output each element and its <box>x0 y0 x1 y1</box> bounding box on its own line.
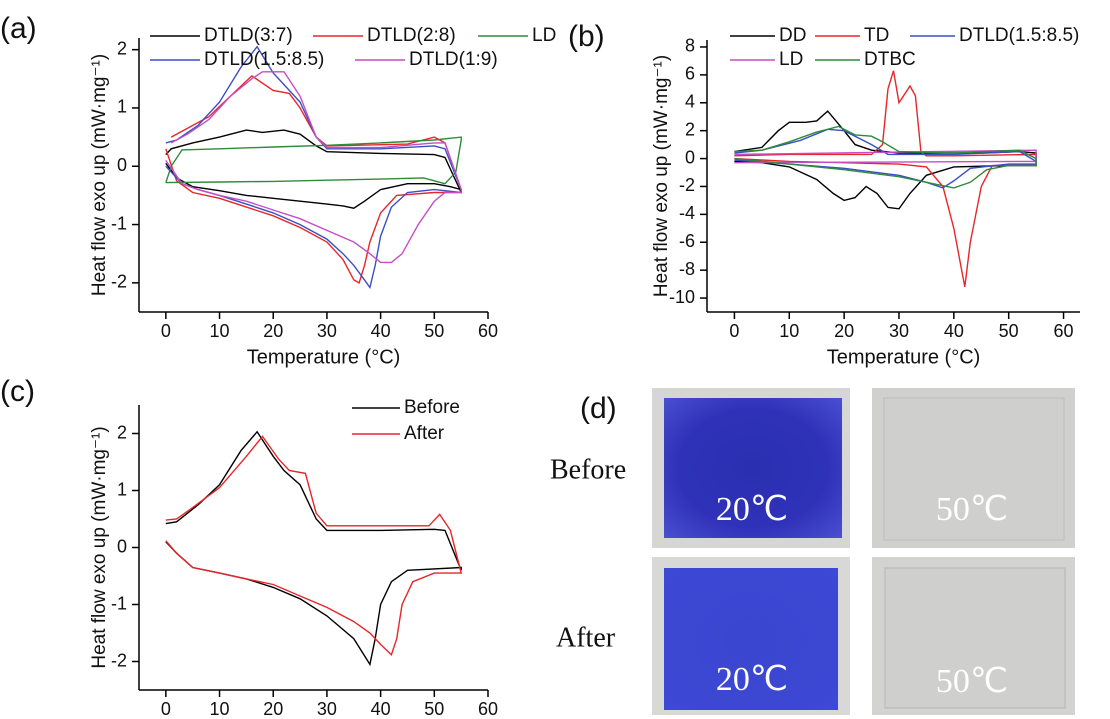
y-tick-label: 0 <box>685 147 695 167</box>
legend-label: DTLD(1.5:8.5) <box>959 25 1079 46</box>
y-tick-label: 0 <box>117 536 127 556</box>
legend-label: DTLD(1:9) <box>409 49 498 70</box>
x-tick-label: 10 <box>779 321 799 341</box>
y-tick-label: -2 <box>111 272 127 292</box>
y-tick-label: 6 <box>685 64 695 84</box>
blue-film <box>664 398 842 538</box>
x-tick-label: 30 <box>317 321 337 341</box>
y-tick-label: -1 <box>111 593 127 613</box>
x-tick-label: 10 <box>210 321 230 341</box>
y-tick-label: 1 <box>117 479 127 499</box>
data-line <box>165 136 462 185</box>
data-line <box>734 70 1037 288</box>
y-tick-label: 1 <box>117 97 127 117</box>
y-axis-title: Heat flow exo up (mW·mg⁻¹) <box>651 55 672 297</box>
data-line <box>734 128 1037 189</box>
data-line <box>165 71 462 264</box>
blue-film <box>664 568 838 710</box>
y-tick-label: 0 <box>117 155 127 175</box>
data-line <box>165 435 463 656</box>
data-line <box>165 75 462 284</box>
photo-grid <box>652 388 1075 715</box>
y-tick-label: -4 <box>679 203 695 223</box>
clear-film <box>883 397 1065 541</box>
x-tick-label: 0 <box>161 699 171 719</box>
legend-label: DD <box>779 25 806 46</box>
data-line <box>734 125 1037 189</box>
data-line <box>734 149 1037 164</box>
x-tick-label: 50 <box>424 321 444 341</box>
legend-label: LD <box>532 25 556 46</box>
x-tick-label: 20 <box>834 321 854 341</box>
legend-label: TD <box>864 25 889 46</box>
y-tick-label: -2 <box>679 175 695 195</box>
y-tick-label: 4 <box>685 92 695 112</box>
x-tick-label: 50 <box>999 321 1019 341</box>
x-tick-label: 40 <box>944 321 964 341</box>
x-axis-title: Temperature (°C) <box>827 346 981 368</box>
panel-label: (d) <box>580 392 617 425</box>
panel-label: (b) <box>568 20 605 53</box>
legend-label: Before <box>404 397 460 418</box>
y-tick-label: 8 <box>685 36 695 56</box>
row-label: Before <box>550 454 626 485</box>
legend-label: DTLD(3:7) <box>204 25 293 46</box>
data-line <box>165 45 462 290</box>
legend-label: LD <box>779 49 803 70</box>
y-tick-label: -1 <box>111 213 127 233</box>
legend-label: After <box>404 423 445 444</box>
x-tick-label: 0 <box>161 321 171 341</box>
y-tick-label: 2 <box>117 38 127 58</box>
temperature-label: 20℃ <box>716 661 788 698</box>
y-tick-label: -8 <box>679 259 695 279</box>
row-label: After <box>556 622 616 653</box>
x-tick-label: 20 <box>263 321 283 341</box>
panel-label: (a) <box>0 12 37 45</box>
y-axis-title: Heat flow exo up (mW·mg⁻¹) <box>89 54 110 296</box>
panel-label: (c) <box>0 375 35 408</box>
x-tick-label: 50 <box>424 699 444 719</box>
temperature-label: 20℃ <box>716 491 788 528</box>
data-line <box>165 129 462 209</box>
y-tick-label: -6 <box>679 231 695 251</box>
x-tick-label: 60 <box>478 321 498 341</box>
temperature-label: 50℃ <box>936 663 1008 700</box>
y-tick-label: -10 <box>669 287 695 307</box>
x-tick-label: 60 <box>478 699 498 719</box>
clear-film <box>884 567 1066 709</box>
data-line <box>734 110 1037 210</box>
y-tick-label: 2 <box>117 422 127 442</box>
x-tick-label: 30 <box>317 699 337 719</box>
x-tick-label: 60 <box>1054 321 1074 341</box>
legend-label: DTBC <box>864 49 916 70</box>
x-tick-label: 40 <box>371 321 391 341</box>
x-tick-label: 40 <box>371 699 391 719</box>
x-tick-label: 20 <box>263 699 283 719</box>
x-tick-label: 0 <box>729 321 739 341</box>
legend-label: DTLD(1.5:8.5) <box>204 49 324 70</box>
y-tick-label: 2 <box>685 119 695 139</box>
temperature-label: 50℃ <box>936 491 1008 528</box>
y-tick-label: -2 <box>111 650 127 670</box>
x-tick-label: 10 <box>210 699 230 719</box>
x-axis-title: Temperature (°C) <box>247 346 401 368</box>
y-axis-title: Heat flow exo up (mW·mg⁻¹) <box>89 426 110 668</box>
x-tick-label: 30 <box>889 321 909 341</box>
legend-label: DTLD(2:8) <box>367 25 456 46</box>
data-line <box>165 430 462 667</box>
